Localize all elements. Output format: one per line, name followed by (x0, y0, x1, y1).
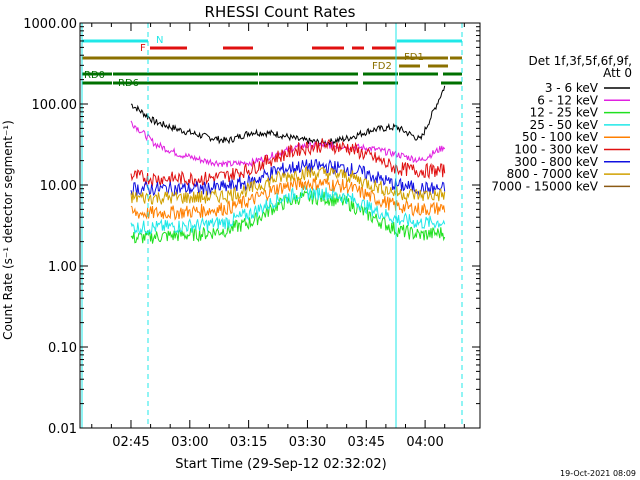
y-tick-label: 1000.00 (23, 17, 77, 32)
x-tick-label: 04:00 (406, 435, 443, 450)
legend-entry-label: 800 - 7000 keV (507, 167, 599, 181)
x-tick-label: 03:15 (230, 435, 267, 450)
legend-header-1: Det 1f,3f,5f,6f,9f, (528, 54, 632, 68)
legend-entry-label: 300 - 800 keV (514, 155, 598, 169)
series-line-3 (130, 184, 446, 235)
x-axis-label: Start Time (29-Sep-12 02:32:02) (175, 457, 386, 472)
series-line-4 (130, 176, 446, 221)
legend-entry-label: 6 - 12 keV (537, 93, 599, 107)
status-label-N: N (156, 35, 163, 46)
status-label-FD1: FD1 (404, 52, 424, 63)
legend-entry-label: 25 - 50 keV (530, 118, 599, 132)
status-bars: NF FD1 FD2 RD0 RD6 (82, 35, 462, 89)
series-line-7 (130, 165, 446, 205)
y-tick-label: 0.01 (48, 422, 77, 437)
y-tick-label: 100.00 (32, 98, 78, 113)
series-line-2 (130, 190, 446, 244)
series-line-6 (130, 158, 446, 197)
axes: 0.01 0.10 1.00 10.00 100.00 1000.00 02:45 03:00… (23, 17, 481, 450)
status-label-RD6: RD6 (118, 78, 139, 89)
interval-markers (81, 23, 463, 428)
x-tick-label: 03:30 (289, 435, 326, 450)
legend-entry-label: 3 - 6 keV (545, 81, 599, 95)
x-tick-label: 02:45 (112, 435, 149, 450)
y-tick-label: 0.10 (48, 341, 77, 356)
series-line-0 (130, 85, 446, 148)
y-axis-label: Count Rate (s⁻¹ detector segment⁻¹) (1, 120, 15, 340)
chart-title: RHESSI Count Rates (205, 3, 356, 21)
legend-entry-label: 50 - 100 keV (522, 130, 599, 144)
x-tick-label: 03:45 (348, 435, 385, 450)
series-layer (130, 85, 446, 244)
x-tick-label: 03:00 (171, 435, 208, 450)
legend-header-2: Att 0 (603, 66, 632, 80)
status-label-RD0: RD0 (84, 70, 105, 81)
plot-frame (79, 22, 481, 429)
legend-entry-label: 12 - 25 keV (530, 106, 599, 120)
status-label-F: F (140, 43, 146, 54)
legend-entry-label: 7000 - 15000 keV (491, 179, 598, 193)
y-tick-label: 10.00 (40, 179, 77, 194)
y-tick-label: 1.00 (48, 260, 77, 275)
series-line-5 (130, 138, 446, 188)
footer-date: 19-Oct-2021 08:09 (560, 469, 636, 478)
status-label-FD2: FD2 (372, 61, 392, 72)
legend-entry-label: 100 - 300 keV (514, 143, 598, 157)
